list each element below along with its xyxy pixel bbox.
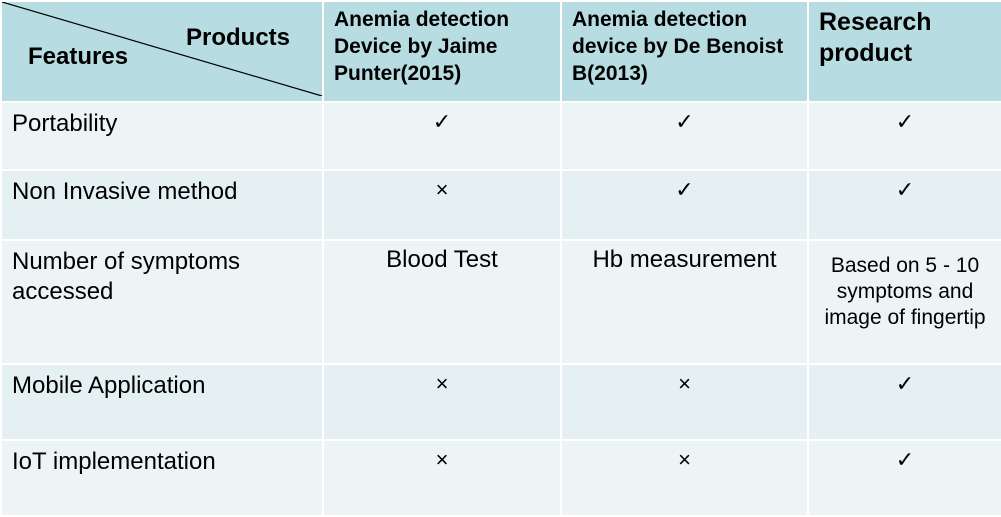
cell-value: × [560, 439, 809, 517]
cell-value: ✓ [807, 439, 1001, 517]
corner-products-label: Products [186, 24, 291, 51]
cell-value: × [322, 439, 562, 517]
cell-value: × [322, 363, 562, 441]
table-row: Mobile Application × × ✓ [0, 363, 1001, 441]
cell-value: ✓ [560, 169, 809, 241]
feature-label: Mobile Application [0, 363, 324, 441]
diagonal-divider [2, 2, 323, 96]
table-row: IoT implementation × × ✓ [0, 439, 1001, 517]
feature-label: Portability [0, 101, 324, 171]
cell-value: Blood Test [322, 239, 562, 365]
cell-value: Hb measurement [560, 239, 809, 365]
feature-label: Non Invasive method [0, 169, 324, 241]
corner-features-label: Features [28, 43, 129, 70]
column-header-research-product: Research product [807, 0, 1001, 103]
table-row: Number of symptoms accessed Blood Test H… [0, 239, 1001, 365]
header-row: Products Features Anemia detection Devic… [0, 0, 1001, 103]
corner-header-cell: Products Features [0, 0, 324, 103]
column-header-de-benoist: Anemia detection device by De Benoist B(… [560, 0, 809, 103]
cell-value: ✓ [807, 363, 1001, 441]
cell-value: Based on 5 - 10 symptoms and image of fi… [807, 239, 1001, 365]
cell-value: × [560, 363, 809, 441]
cell-value: ✓ [807, 101, 1001, 171]
cell-value: ✓ [322, 101, 562, 171]
cell-value: ✓ [807, 169, 1001, 241]
table-row: Non Invasive method × ✓ ✓ [0, 169, 1001, 241]
table-row: Portability ✓ ✓ ✓ [0, 101, 1001, 171]
cell-value: ✓ [560, 101, 809, 171]
feature-label: Number of symptoms accessed [0, 239, 324, 365]
column-header-jaime-punter: Anemia detection Device by Jaime Punter(… [322, 0, 562, 103]
cell-value: × [322, 169, 562, 241]
feature-label: IoT implementation [0, 439, 324, 517]
